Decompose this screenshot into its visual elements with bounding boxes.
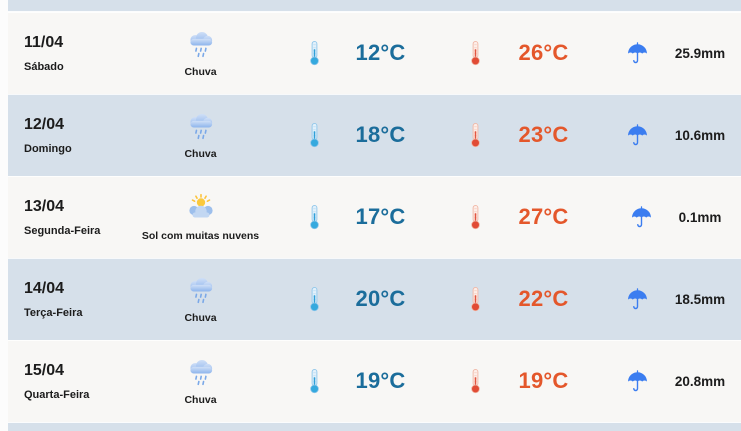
max-temp-cell: 23°C xyxy=(438,122,598,148)
min-temp-value: 17°C xyxy=(355,204,406,229)
precipitation-value: 10.6mm xyxy=(674,127,726,143)
max-temp-value: 27°C xyxy=(518,204,569,229)
precipitation-value: 20.8mm xyxy=(674,373,726,389)
min-temp-cell: 17°C xyxy=(258,204,438,230)
condition-label: Chuva xyxy=(184,65,217,78)
forecast-row[interactable]: 15/04 Quarta-Feira xyxy=(8,340,741,422)
min-temp-value: 19°C xyxy=(355,368,406,393)
rain-icon xyxy=(189,113,212,139)
forecast-date: 15/04 xyxy=(24,361,65,379)
max-temp-value: 26°C xyxy=(518,40,569,65)
max-temp-value: 19°C xyxy=(518,368,569,393)
next-row-partial xyxy=(8,422,741,431)
rain-icon xyxy=(189,277,212,303)
forecast-row[interactable]: 11/04 Sábado xyxy=(8,12,741,94)
condition-cell: Chuva xyxy=(143,275,258,324)
thermometer-hot-icon xyxy=(470,41,480,66)
precipitation-cell: 20.8mm xyxy=(598,369,741,393)
umbrella-icon xyxy=(627,41,647,63)
condition-label: Chuva xyxy=(184,311,217,324)
rain-icon xyxy=(189,359,212,385)
max-temp-cell: 22°C xyxy=(438,286,598,312)
forecast-weekday: Domingo xyxy=(24,142,72,155)
forecast-weekday: Segunda-Feira xyxy=(24,224,101,237)
thermometer-cold-icon xyxy=(309,287,319,312)
umbrella-icon xyxy=(627,123,647,145)
thermometer-cold-icon xyxy=(309,369,319,394)
forecast-table: 11/04 Sábado xyxy=(8,0,741,431)
max-temp-value: 22°C xyxy=(518,286,569,311)
forecast-date: 14/04 xyxy=(24,279,65,297)
min-temp-value: 18°C xyxy=(355,122,406,147)
precipitation-cell: 25.9mm xyxy=(598,41,741,65)
precipitation-cell: 18.5mm xyxy=(598,287,741,311)
condition-cell: Chuva xyxy=(143,29,258,78)
forecast-weekday: Terça-Feira xyxy=(24,306,83,319)
previous-row-partial xyxy=(8,0,741,12)
date-cell: 15/04 Quarta-Feira xyxy=(8,362,143,401)
sun-clouds-icon xyxy=(188,193,213,218)
condition-label: Chuva xyxy=(184,393,217,406)
forecast-row[interactable]: 13/04 Segunda-Feira xyxy=(8,176,741,258)
thermometer-hot-icon xyxy=(470,205,480,230)
forecast-date: 13/04 xyxy=(24,197,65,215)
forecast-date: 11/04 xyxy=(24,33,64,51)
precipitation-cell: 0.1mm xyxy=(598,205,741,229)
forecast-weekday: Sábado xyxy=(24,60,64,73)
thermometer-hot-icon xyxy=(470,123,480,148)
condition-cell: Chuva xyxy=(143,111,258,160)
date-cell: 11/04 Sábado xyxy=(8,34,143,73)
condition-label: Sol com muitas nuvens xyxy=(141,229,260,242)
precipitation-cell: 10.6mm xyxy=(598,123,741,147)
thermometer-cold-icon xyxy=(309,123,319,148)
max-temp-value: 23°C xyxy=(518,122,569,147)
umbrella-icon xyxy=(631,205,651,227)
rain-icon xyxy=(189,31,212,57)
date-cell: 14/04 Terça-Feira xyxy=(8,280,143,319)
condition-cell: Sol com muitas nuvens xyxy=(141,193,260,242)
umbrella-icon xyxy=(627,369,647,391)
forecast-date: 12/04 xyxy=(24,115,65,133)
precipitation-value: 18.5mm xyxy=(674,291,726,307)
thermometer-cold-icon xyxy=(309,205,319,230)
precipitation-value: 0.1mm xyxy=(678,209,722,225)
min-temp-cell: 19°C xyxy=(258,368,438,394)
min-temp-value: 20°C xyxy=(355,286,406,311)
condition-cell: Chuva xyxy=(143,357,258,406)
thermometer-hot-icon xyxy=(470,369,480,394)
thermometer-cold-icon xyxy=(309,41,319,66)
condition-label: Chuva xyxy=(184,147,217,160)
forecast-row[interactable]: 14/04 Terça-Feira xyxy=(8,258,741,340)
min-temp-cell: 12°C xyxy=(258,40,438,66)
forecast-weekday: Quarta-Feira xyxy=(24,388,90,401)
min-temp-cell: 18°C xyxy=(258,122,438,148)
umbrella-icon xyxy=(627,287,647,309)
max-temp-cell: 26°C xyxy=(438,40,598,66)
max-temp-cell: 19°C xyxy=(438,368,598,394)
max-temp-cell: 27°C xyxy=(438,204,598,230)
date-cell: 13/04 Segunda-Feira xyxy=(8,198,143,237)
min-temp-value: 12°C xyxy=(355,40,406,65)
precipitation-value: 25.9mm xyxy=(674,45,726,61)
date-cell: 12/04 Domingo xyxy=(8,116,143,155)
forecast-row[interactable]: 12/04 Domingo xyxy=(8,94,741,176)
thermometer-hot-icon xyxy=(470,287,480,312)
min-temp-cell: 20°C xyxy=(258,286,438,312)
